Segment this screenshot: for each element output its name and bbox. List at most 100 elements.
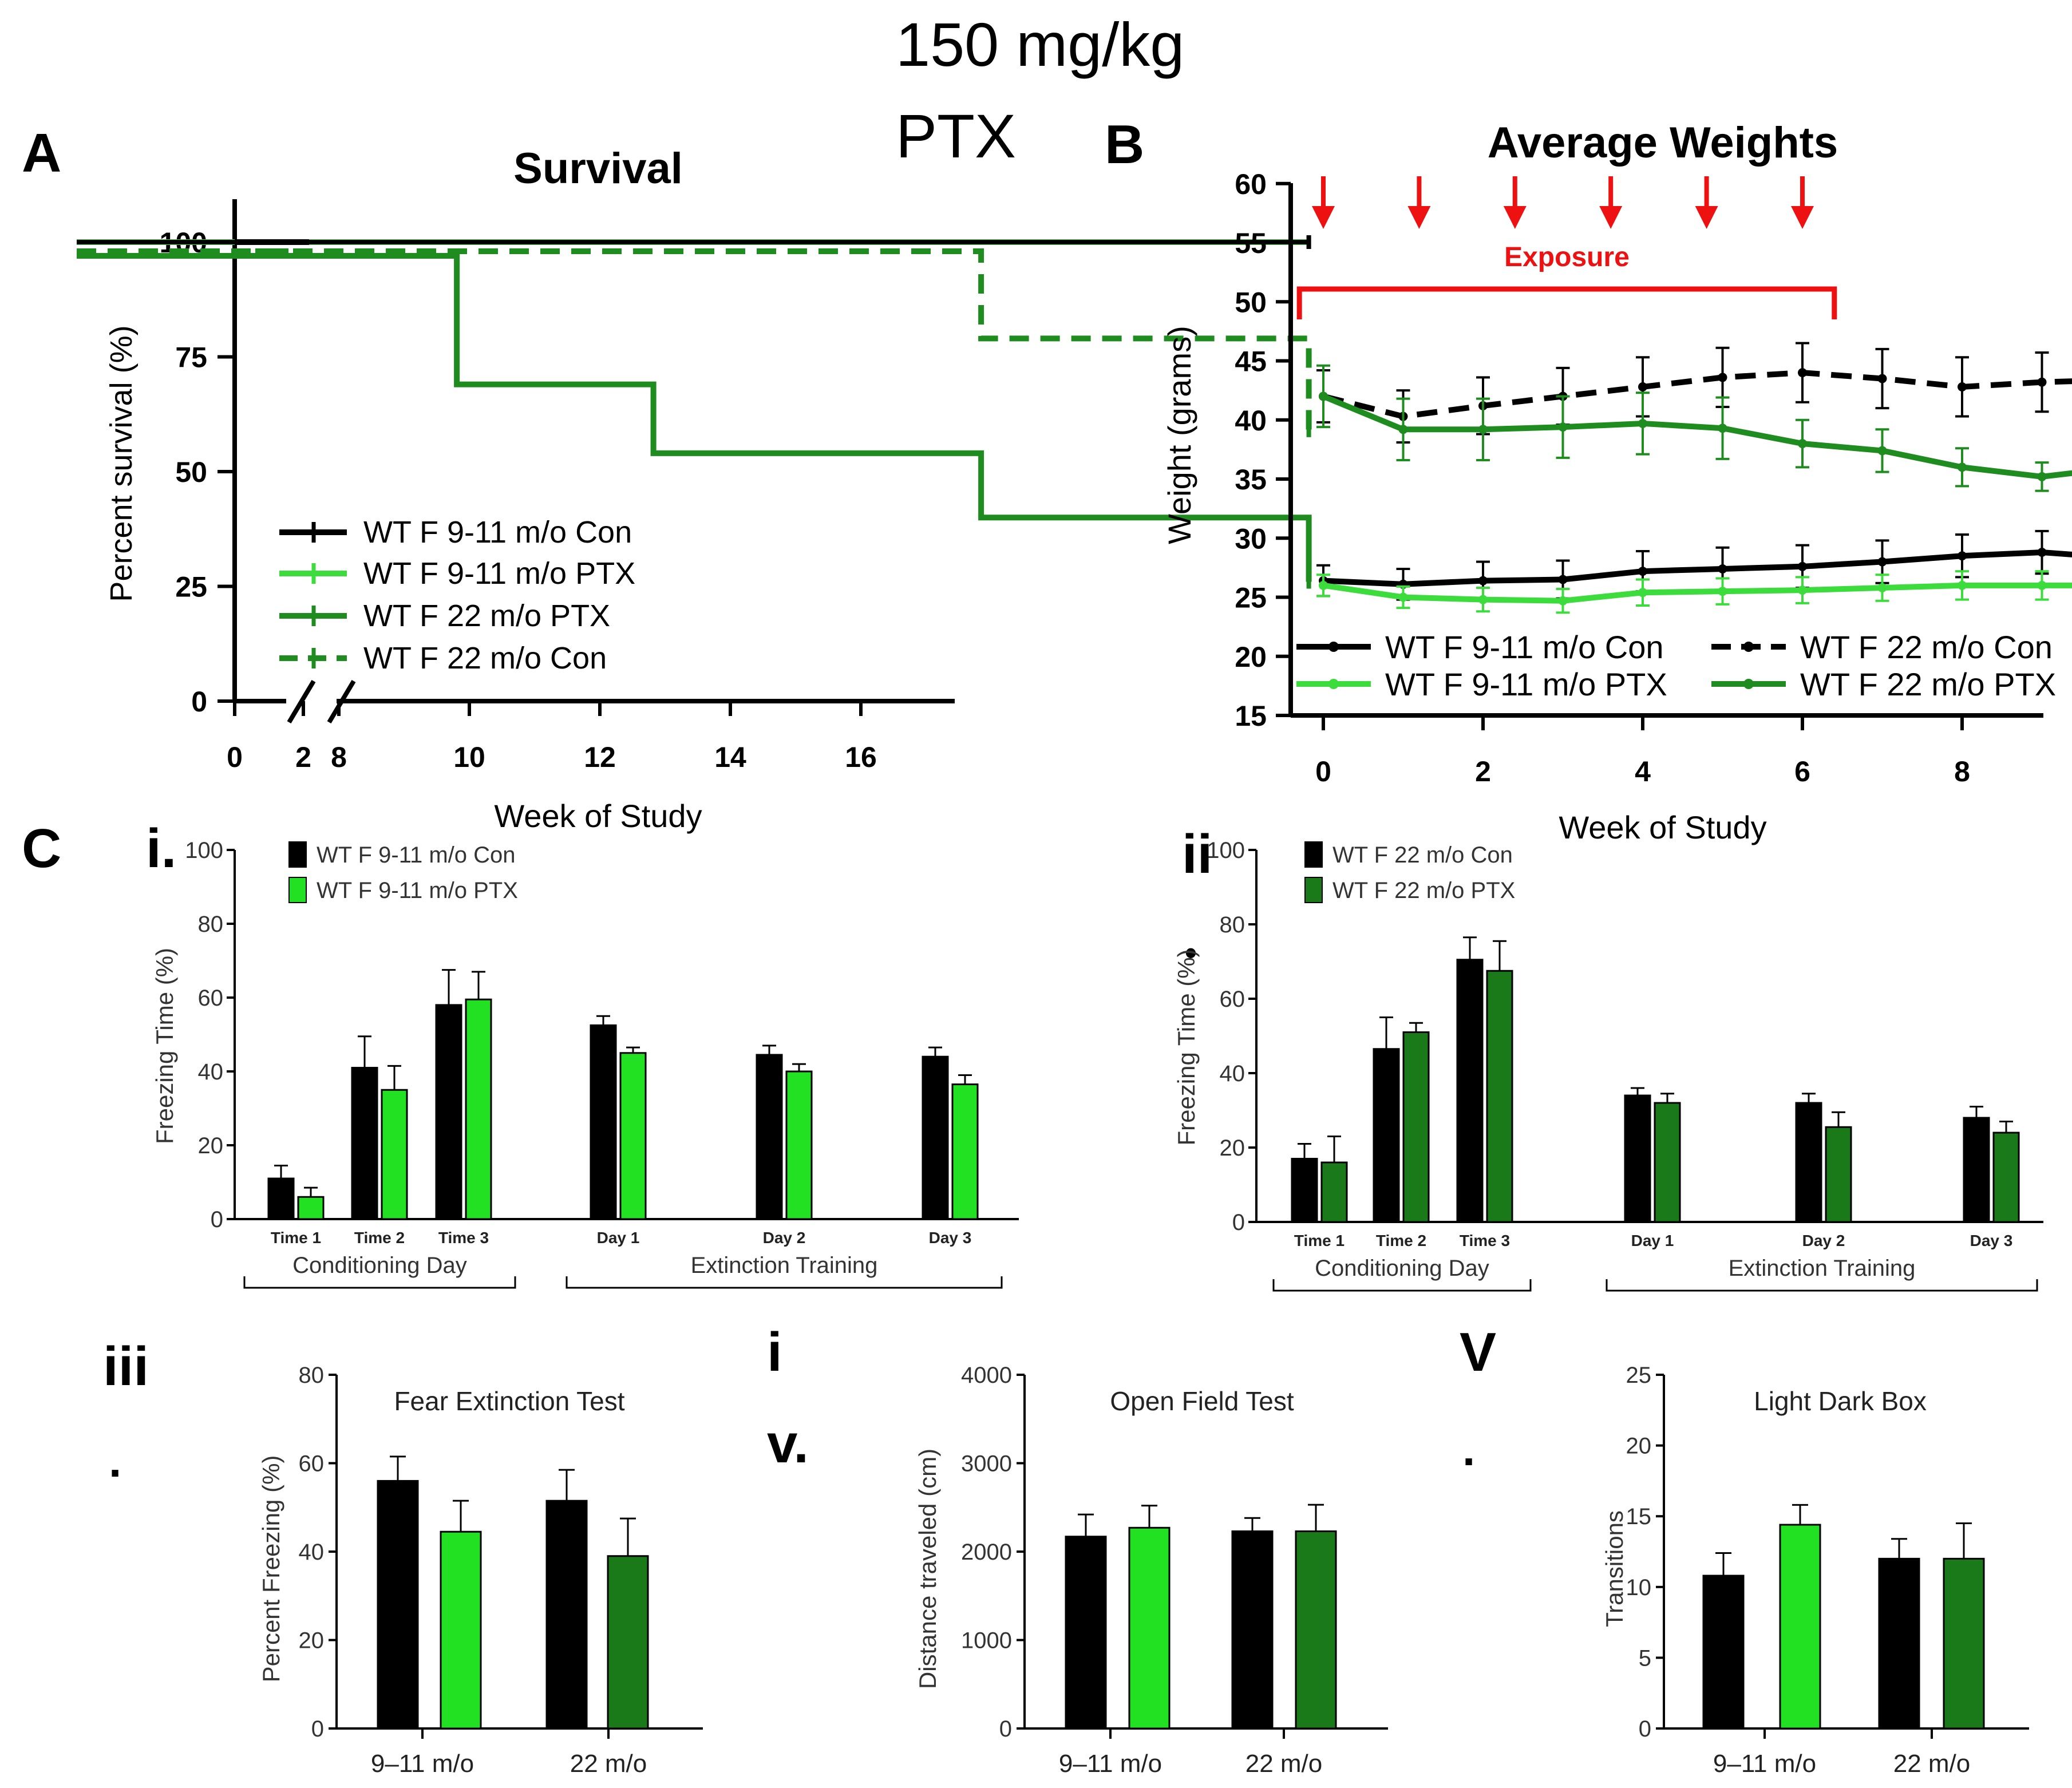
panel-c-ii-dot: • <box>1185 933 1197 972</box>
bar <box>267 1177 295 1220</box>
bar-group-label: Extinction Training <box>1729 1256 1916 1281</box>
bar-chart-ytick-label: 15 <box>1626 1504 1652 1529</box>
panel-b-point <box>1558 596 1568 606</box>
bar-chart-ytick-label: 20 <box>299 1628 325 1653</box>
bar-chart-ytick-label: 0 <box>999 1716 1012 1742</box>
bar-chart-ytick-label: 80 <box>198 912 224 937</box>
panel-b-xtick-label: 4 <box>1635 755 1651 788</box>
bar <box>1295 1530 1337 1730</box>
panel-a-title: Survival <box>513 144 683 193</box>
bar-chart-ylabel: Distance traveled (cm) <box>914 1449 941 1689</box>
panel-b-exposure: Exposure <box>1296 176 1837 319</box>
panel-b-legend-marker <box>1328 679 1339 689</box>
bar-chart-ytick-label: 40 <box>198 1059 224 1085</box>
panel-a-xtick-label: 8 <box>331 741 347 773</box>
panel-a-ylabel: Percent survival (%) <box>104 325 139 602</box>
panel-a-xtick-label: 2 <box>295 741 311 773</box>
bar-chart-ylabel: Percent Freezing (%) <box>258 1455 284 1683</box>
panel-b-xlabel: Week of Study <box>1559 809 1766 845</box>
bar <box>1128 1526 1171 1730</box>
bar <box>1320 1161 1348 1223</box>
bar-chart-ytick-label: 0 <box>1232 1210 1245 1235</box>
panel-b-axes: 15202530354045505560024681012141618 <box>1235 168 2043 788</box>
panel-b-point <box>1319 580 1328 590</box>
bar-category-label: Day 3 <box>929 1229 972 1247</box>
panel-a-xtick-label: 0 <box>227 741 243 773</box>
panel-b-point <box>1798 439 1807 449</box>
bar-category-label: Day 1 <box>1631 1232 1674 1249</box>
bar-chart-ylabel: Freezing Time (%) <box>1173 949 1200 1145</box>
bar <box>1779 1524 1821 1730</box>
bar-group-label: Conditioning Day <box>292 1253 467 1278</box>
bar-category-label: Day 2 <box>763 1229 806 1247</box>
panel-c-v-dot: . <box>1462 1424 1475 1475</box>
panel-b-point <box>1558 575 1568 584</box>
panel-b-point <box>1798 368 1807 378</box>
panel-b-point <box>1877 446 1887 456</box>
panel-b-exposure-bracket <box>1296 286 1837 319</box>
panel-a-legend-label: WT F 22 m/o Con <box>363 641 607 675</box>
bar-group-bracket <box>1606 1279 2038 1292</box>
bar-chart-ytick-label: 1000 <box>961 1628 1012 1653</box>
panel-b-point <box>1798 586 1807 595</box>
bar-chart-title: Open Field Test <box>1110 1386 1294 1416</box>
panel-b-legend-marker <box>1328 642 1339 652</box>
panel-b-ytick-label: 50 <box>1235 286 1267 318</box>
panel-a-label: A <box>22 122 61 184</box>
panel-b-point <box>1398 425 1408 434</box>
panel-b-ytick-label: 45 <box>1235 346 1267 378</box>
panel-b-ytick-label: 40 <box>1235 405 1267 437</box>
bar-category-label: 9–11 m/o <box>1059 1750 1162 1778</box>
bar-chart-ytick-label: 5 <box>1639 1645 1651 1671</box>
panel-a-axis-break <box>287 679 316 724</box>
panel-b-point <box>1398 592 1408 602</box>
bar-group-bracket <box>566 1276 1003 1289</box>
panel-b-point <box>1877 374 1887 383</box>
bar-chart-ytick-label: 20 <box>1220 1136 1245 1161</box>
panel-c-iv-label-bottom: v. <box>767 1413 809 1474</box>
bar-chart-ytick-label: 100 <box>1207 838 1245 863</box>
panel-b-exposure-label: Exposure <box>1504 242 1630 272</box>
bar <box>1825 1126 1852 1223</box>
bar-legend-label: WT F 9-11 m/o PTX <box>317 878 518 903</box>
bar-category-label: 9–11 m/o <box>371 1750 474 1778</box>
panel-b-point <box>1478 576 1488 586</box>
panel-b-point <box>1638 588 1647 598</box>
panel-c-iv-label-top: i <box>767 1322 782 1383</box>
panel-b-exposure-arrowhead <box>1791 206 1814 229</box>
bar-chart-ytick-label: 10 <box>1626 1575 1652 1600</box>
bar <box>465 998 492 1220</box>
panel-b-point <box>1718 564 1727 573</box>
panel-b-xtick-label: 2 <box>1475 755 1491 788</box>
panel-b-point <box>2037 377 2047 387</box>
panel-c-i: C i. 0 20 40 60 80 100 Freezing Time (%) Time 1… <box>22 818 1019 1289</box>
panel-b-exposure-arrowhead <box>1407 206 1431 229</box>
panel-b-point <box>1558 422 1568 432</box>
panel-a-legend-label: WT F 22 m/o PTX <box>363 599 610 633</box>
panel-c-iii-label: iii <box>103 1336 149 1397</box>
panel-b-legend-label: WT F 22 m/o Con <box>1800 629 2053 665</box>
panel-c-i-label: i. <box>146 818 176 879</box>
bar-chart-ytick-label: 25 <box>1626 1363 1652 1388</box>
bar-legend-swatch <box>1304 877 1323 903</box>
panel-b-xtick-label: 6 <box>1794 755 1810 788</box>
bar <box>1456 959 1484 1223</box>
panel-b-point <box>1958 382 1967 391</box>
panel-b-point <box>1798 561 1807 571</box>
panel-b-label: B <box>1105 114 1144 175</box>
panel-b-legend-label: WT F 9-11 m/o PTX <box>1385 666 1667 702</box>
panel-b-exposure-arrowhead <box>1312 206 1335 229</box>
bar-chart-ytick-label: 4000 <box>961 1363 1012 1388</box>
bar-chart-ytick-label: 20 <box>198 1133 224 1158</box>
bar-chart-ytick-label: 2000 <box>961 1540 1012 1565</box>
panel-b-point <box>2037 548 2047 557</box>
panel-c-i-chart: 0 20 40 60 80 100 Freezing Time (%) Time 1 Time … <box>151 838 1019 1289</box>
panel-b-legend-marker <box>1743 679 1754 689</box>
bar <box>297 1196 325 1220</box>
panel-a-xlabel: Week of Study <box>494 798 702 834</box>
panel-c-iii: iii . 0 20 40 60 80 Percent Freezing (%) Fear … <box>103 1336 703 1778</box>
panel-a-ytick-label: 75 <box>175 342 207 374</box>
bar <box>1231 1530 1274 1730</box>
bar <box>1878 1557 1920 1730</box>
panel-b-ytick-label: 30 <box>1235 523 1267 555</box>
